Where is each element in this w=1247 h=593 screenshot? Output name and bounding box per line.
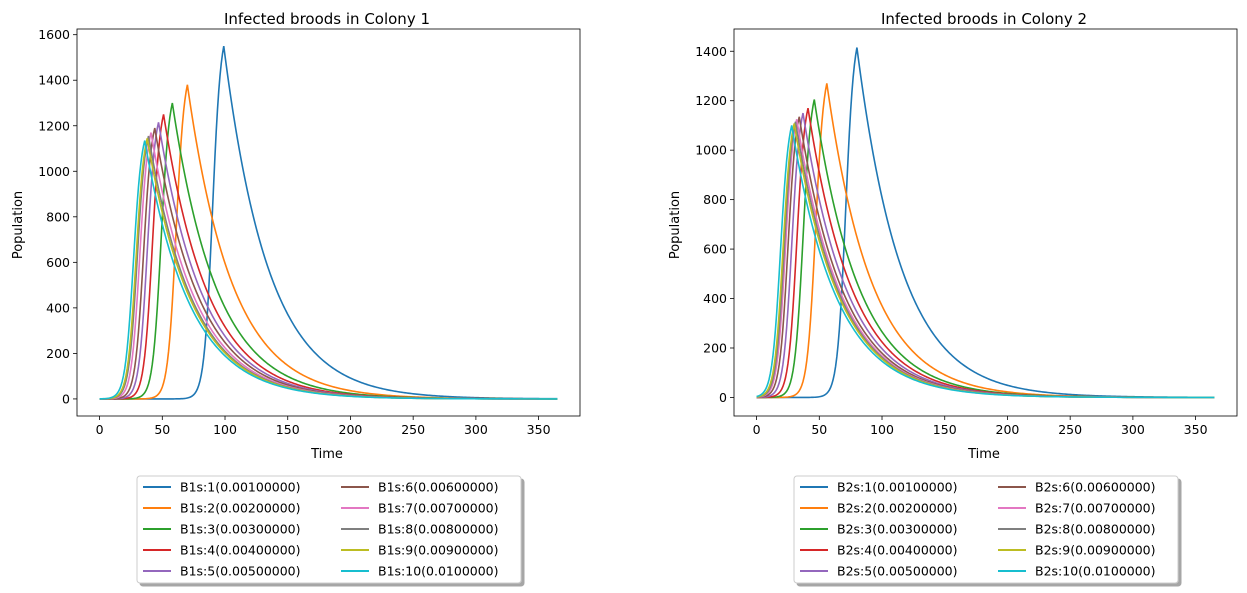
chart-colony-2: Infected broods in Colony 2 Time Populat… <box>668 10 1238 584</box>
plot-frame <box>76 28 581 417</box>
x-tick-label: 300 <box>464 422 488 437</box>
x-tick-label: 250 <box>1058 422 1082 437</box>
legend-entry-label: B2s:3(0.00300000) <box>837 522 958 537</box>
legend-box <box>136 475 522 584</box>
x-tick-label: 350 <box>527 422 551 437</box>
x-axis-ticks: 0 50 100 150 200 250 300 350 <box>96 416 551 437</box>
y-tick-label: 600 <box>703 242 727 257</box>
x-tick-label: 200 <box>996 422 1020 437</box>
chart-colony-1: Infected broods in Colony 1 Time Populat… <box>11 10 581 584</box>
series-lines <box>99 45 558 400</box>
y-tick-label: 1600 <box>38 27 70 42</box>
x-axis-label: Time <box>310 447 343 462</box>
legend-entry-label: B1s:6(0.00600000) <box>378 480 499 495</box>
x-tick-label: 350 <box>1184 422 1208 437</box>
y-tick-label: 800 <box>703 192 727 207</box>
legend-entry-label: B1s:5(0.00500000) <box>180 564 301 579</box>
x-tick-label: 100 <box>870 422 894 437</box>
x-tick-label: 50 <box>154 422 170 437</box>
y-tick-label: 200 <box>703 340 727 355</box>
y-tick-label: 1400 <box>38 73 70 88</box>
series-lines <box>756 47 1215 399</box>
y-tick-label: 0 <box>719 390 727 405</box>
x-tick-label: 300 <box>1121 422 1145 437</box>
y-tick-label: 600 <box>46 255 70 270</box>
x-tick-label: 150 <box>933 422 957 437</box>
y-axis-label: Population <box>11 191 26 259</box>
y-tick-label: 1200 <box>38 118 70 133</box>
y-tick-label: 1200 <box>695 93 727 108</box>
legend-entry-label: B1s:3(0.00300000) <box>180 522 301 537</box>
legend-entry-label: B1s:8(0.00800000) <box>378 522 499 537</box>
x-tick-label: 250 <box>401 422 425 437</box>
y-tick-label: 400 <box>46 300 70 315</box>
legend-box <box>793 475 1179 584</box>
y-tick-label: 800 <box>46 209 70 224</box>
legend-entry-label: B1s:9(0.00900000) <box>378 543 499 558</box>
y-axis-label: Population <box>668 191 683 259</box>
legend-entry-label: B2s:2(0.00200000) <box>837 501 958 516</box>
x-tick-label: 200 <box>339 422 363 437</box>
x-tick-label: 150 <box>276 422 300 437</box>
legend: B1s:1(0.00100000) B1s:2(0.00200000) B1s:3(… <box>136 475 522 584</box>
y-tick-label: 1000 <box>38 164 70 179</box>
y-tick-label: 1000 <box>695 143 727 158</box>
chart-title: Infected broods in Colony 1 <box>224 10 430 28</box>
x-tick-label: 0 <box>96 422 104 437</box>
y-tick-label: 1400 <box>695 44 727 59</box>
x-tick-label: 50 <box>811 422 827 437</box>
legend-entry-label: B1s:10(0.0100000) <box>378 564 499 579</box>
x-tick-label: 0 <box>753 422 761 437</box>
series-line <box>756 125 1215 399</box>
series-line <box>99 140 558 400</box>
chart-title: Infected broods in Colony 2 <box>881 10 1087 28</box>
x-tick-label: 100 <box>213 422 237 437</box>
legend-entry-label: B1s:4(0.00400000) <box>180 543 301 558</box>
y-axis-ticks: 0 200 400 600 800 1000 1200 1400 1600 <box>38 27 77 406</box>
legend-entry-label: B1s:2(0.00200000) <box>180 501 301 516</box>
y-tick-label: 200 <box>46 346 70 361</box>
legend-entry-label: B2s:1(0.00100000) <box>837 480 958 495</box>
x-axis-ticks: 0 50 100 150 200 250 300 350 <box>753 416 1208 437</box>
legend-entry-label: B2s:4(0.00400000) <box>837 543 958 558</box>
series-line <box>99 45 558 400</box>
legend: B2s:1(0.00100000) B2s:2(0.00200000) B2s:3(… <box>793 475 1179 584</box>
legend-entry-label: B2s:9(0.00900000) <box>1035 543 1156 558</box>
legend-entry-label: B1s:1(0.00100000) <box>180 480 301 495</box>
x-axis-label: Time <box>967 447 1000 462</box>
legend-entry-label: B2s:7(0.00700000) <box>1035 501 1156 516</box>
plot-frame <box>733 28 1238 417</box>
y-axis-ticks: 0 200 400 600 800 1000 1200 1400 <box>695 44 734 405</box>
legend-entry-label: B2s:10(0.0100000) <box>1035 564 1156 579</box>
legend-entry-label: B2s:8(0.00800000) <box>1035 522 1156 537</box>
legend-entry-label: B2s:6(0.00600000) <box>1035 480 1156 495</box>
legend-entry-label: B1s:7(0.00700000) <box>378 501 499 516</box>
legend-entry-label: B2s:5(0.00500000) <box>837 564 958 579</box>
y-tick-label: 0 <box>62 391 70 406</box>
y-tick-label: 400 <box>703 291 727 306</box>
